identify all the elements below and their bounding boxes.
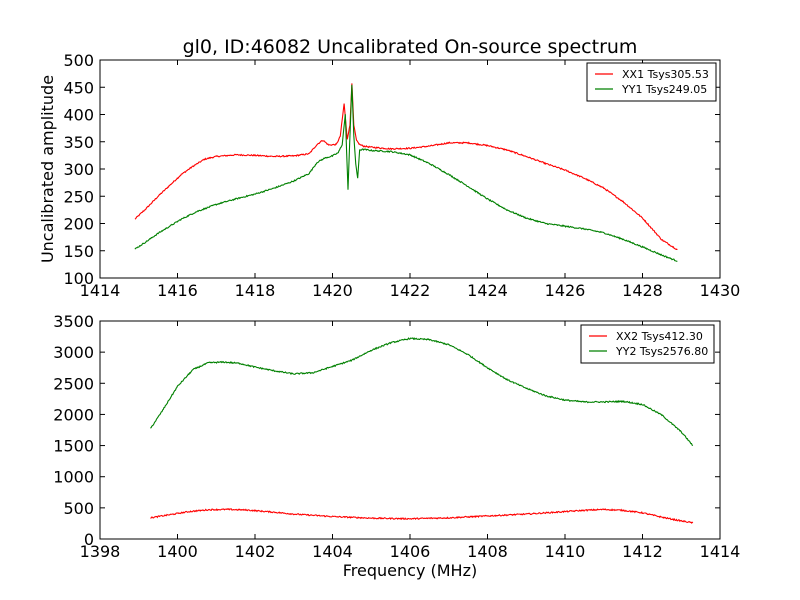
x-tick-label: 1408 — [467, 542, 508, 561]
legend-box — [586, 62, 717, 102]
legend-entry: XX2 Tsys412.30 — [616, 330, 703, 343]
series-line-1-2 — [134, 84, 678, 262]
x-tick-label: 1400 — [157, 542, 198, 561]
x-tick-label: 1422 — [390, 281, 431, 300]
panel-2: 1398 1400 1402 1404 1406 1408 1410 1412 1414 0 500… — [53, 312, 740, 580]
x-tick-label: 1420 — [312, 281, 353, 300]
y-tick-label: 1500 — [53, 437, 94, 456]
x-tick-label: 1418 — [235, 281, 276, 300]
y-tick-label: 100 — [63, 269, 94, 288]
y-tick-label: 300 — [63, 160, 94, 179]
y-tick-label: 500 — [63, 51, 94, 70]
y-tick-label: 2500 — [53, 374, 94, 393]
x-axis-label: Frequency (MHz) — [343, 561, 477, 580]
series-line-2-1 — [150, 508, 694, 524]
legend: XX1 Tsys305.53 YY1 Tsys249.05 — [586, 62, 717, 102]
x-tick-label: 1430 — [700, 281, 741, 300]
y-tick-label: 450 — [63, 78, 94, 97]
x-tick-label: 1398 — [80, 542, 121, 561]
y-axis-label: Uncalibrated amplitude — [38, 75, 57, 263]
series-line-1-1 — [134, 83, 678, 251]
legend-box — [580, 324, 715, 364]
chart-title: gl0, ID:46082 Uncalibrated On-source spe… — [183, 36, 638, 58]
x-tick-label: 1426 — [545, 281, 586, 300]
x-tick-label: 1414 — [700, 542, 741, 561]
y-tick-label: 500 — [63, 499, 94, 518]
y-tick-label: 150 — [63, 242, 94, 261]
x-tick-label: 1402 — [235, 542, 276, 561]
x-tick-label: 1412 — [622, 542, 663, 561]
x-tick-label: 1424 — [467, 281, 508, 300]
legend-entry: XX1 Tsys305.53 — [622, 68, 709, 81]
series-line-2-2 — [150, 337, 694, 447]
y-tick-label: 250 — [63, 187, 94, 206]
legend: XX2 Tsys412.30 YY2 Tsys2576.80 — [580, 324, 715, 364]
x-tick-label: 1406 — [390, 542, 431, 561]
y-tick-label: 2000 — [53, 405, 94, 424]
legend-entry: YY1 Tsys249.05 — [621, 83, 707, 96]
x-tick-label: 1416 — [157, 281, 198, 300]
x-tick-label: 1428 — [622, 281, 663, 300]
x-tick-label: 1404 — [312, 542, 353, 561]
y-tick-label: 3000 — [53, 343, 94, 362]
y-tick-label: 400 — [63, 106, 94, 125]
y-tick-label: 200 — [63, 215, 94, 234]
x-tick-label: 1414 — [80, 281, 121, 300]
x-tick-label: 1410 — [545, 542, 586, 561]
panel-1: 1414 1416 1418 1420 1422 1424 1426 1428 1430 100 1… — [38, 51, 740, 300]
y-tick-label: 3500 — [53, 312, 94, 331]
y-tick-label: 350 — [63, 133, 94, 152]
y-tick-label: 0 — [84, 530, 94, 549]
legend-entry: YY2 Tsys2576.80 — [615, 345, 708, 358]
y-tick-label: 1000 — [53, 468, 94, 487]
